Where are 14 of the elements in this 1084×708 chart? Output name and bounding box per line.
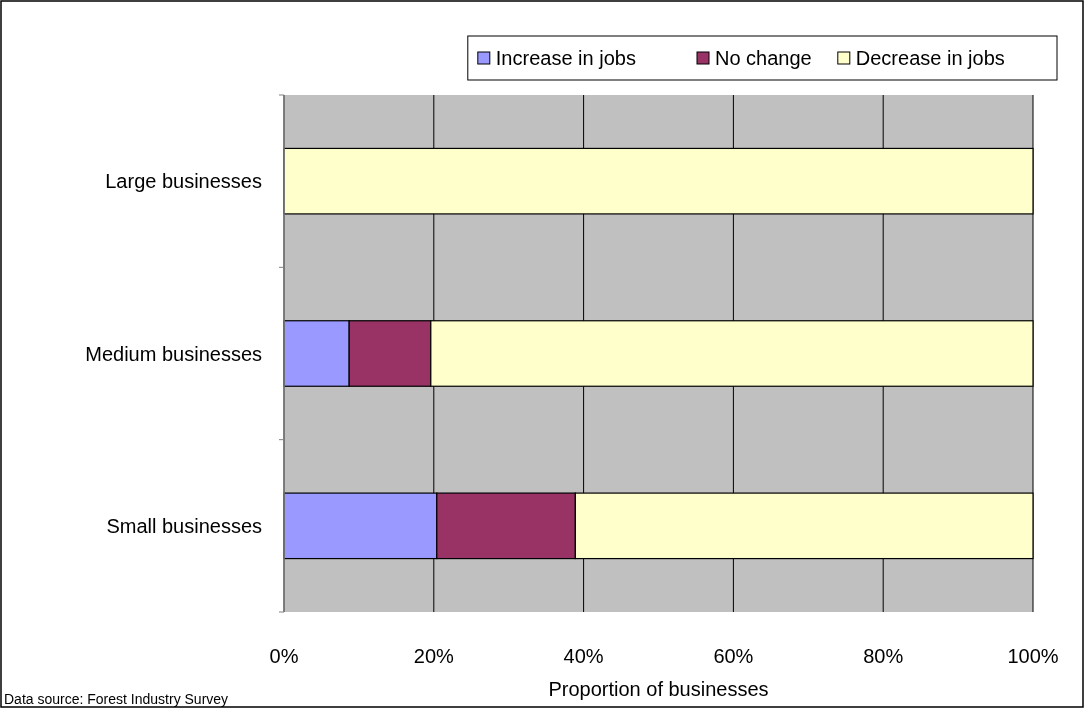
x-tick-label: 100% [1007, 645, 1059, 667]
y-tick-label: Small businesses [106, 514, 262, 537]
x-axis-title: Proportion of businesses [548, 678, 769, 700]
y-tick-label: Large businesses [105, 170, 262, 193]
x-tick-label: 20% [413, 645, 455, 667]
legend-label: No change [715, 47, 812, 69]
y-tick-label: Medium businesses [85, 342, 262, 365]
x-tick-label: 60% [713, 645, 754, 667]
legend-label: Increase in jobs [495, 47, 636, 69]
legend-label: Decrease in jobs [855, 47, 1005, 69]
x-tick-label: 40% [563, 645, 604, 667]
x-tick-label: 0% [269, 645, 299, 667]
source-note: Data source: Forest Industry Survey [4, 691, 229, 707]
x-tick-label: 80% [863, 645, 904, 667]
